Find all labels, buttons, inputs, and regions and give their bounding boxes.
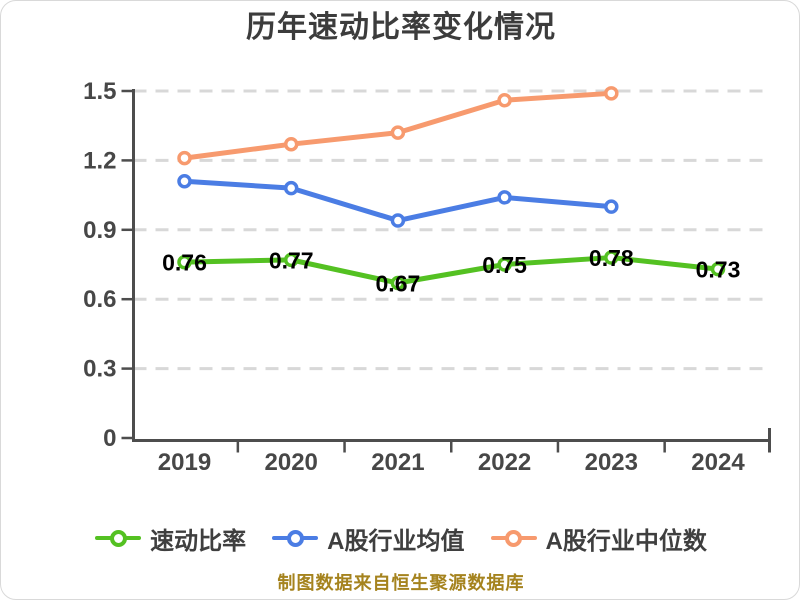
data-point-s2-2023 xyxy=(604,86,619,101)
data-point-s2-2022 xyxy=(497,93,512,108)
legend-line-marker-icon xyxy=(272,529,319,547)
data-point-s2-2021 xyxy=(390,125,406,140)
data-point-s1-2020 xyxy=(283,180,299,196)
series-line-0 xyxy=(182,255,721,286)
x-tick-label: 2019 xyxy=(158,449,211,476)
legend-line-marker-icon xyxy=(95,529,142,547)
data-source-caption: 制图数据来自恒生聚源数据库 xyxy=(277,573,525,593)
data-point-label: 0.76 xyxy=(162,250,207,276)
chart-title: 历年速动比率变化情况 xyxy=(246,11,556,44)
legend-item-2: A股行业中位数 xyxy=(490,521,707,556)
x-tick-label: 2021 xyxy=(371,449,424,476)
chart-legend: 速动比率 A股行业均值 A股行业中位数 xyxy=(1,519,800,557)
data-point-s1-2022 xyxy=(497,190,512,205)
x-tick-label: 2024 xyxy=(691,449,745,476)
data-point-s0-2022 xyxy=(497,257,512,272)
data-point-s0-2023 xyxy=(604,250,619,265)
data-point-s0-2020 xyxy=(283,252,299,268)
x-tick-label: 2022 xyxy=(478,449,531,476)
x-tick-label: 2020 xyxy=(265,449,318,476)
data-point-s1-2023 xyxy=(604,199,619,214)
data-point-label: 0.75 xyxy=(482,252,527,278)
legend-label: A股行业中位数 xyxy=(545,527,707,555)
legend-label: A股行业均值 xyxy=(327,527,465,555)
data-point-s0-2024 xyxy=(710,261,726,277)
legend-label: 速动比率 xyxy=(150,527,247,555)
data-point-s1-2021 xyxy=(390,213,406,228)
data-point-label: 0.73 xyxy=(696,257,741,283)
data-point-s0-2019 xyxy=(177,254,192,270)
legend-item-1: A股行业均值 xyxy=(272,521,465,556)
data-point-label: 0.67 xyxy=(376,271,421,297)
y-tick-label: 0.3 xyxy=(83,356,116,383)
legend-item-0: 速动比率 xyxy=(95,521,246,556)
y-tick-label: 1.5 xyxy=(83,78,116,105)
y-tick-label: 0.6 xyxy=(83,286,116,313)
data-point-s2-2019 xyxy=(177,150,192,166)
x-tick-label: 2023 xyxy=(585,449,638,476)
data-point-label: 0.77 xyxy=(269,247,314,273)
data-point-s2-2020 xyxy=(283,136,299,152)
data-point-s0-2021 xyxy=(390,275,406,291)
legend-line-marker-icon xyxy=(490,529,537,547)
data-point-label: 0.78 xyxy=(589,245,634,271)
y-tick-label: 1.2 xyxy=(83,147,116,174)
y-tick-label: 0.9 xyxy=(83,217,116,244)
data-point-s1-2019 xyxy=(177,173,192,189)
y-tick-label: 0 xyxy=(103,425,116,452)
